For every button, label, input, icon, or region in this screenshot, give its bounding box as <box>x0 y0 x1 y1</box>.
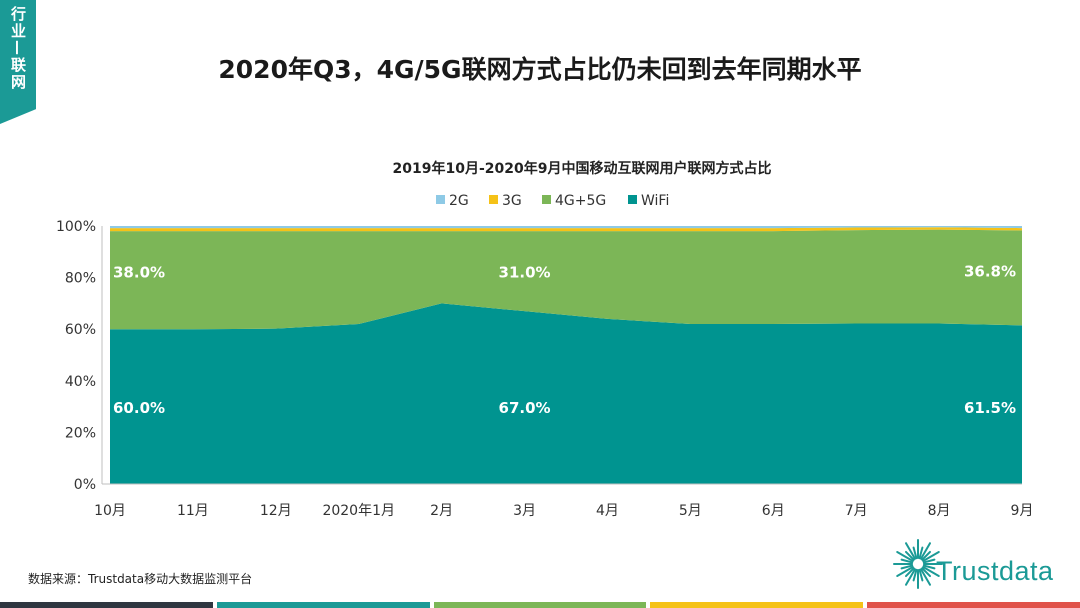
data-label: 36.8% <box>964 263 1016 281</box>
sunburst-icon <box>893 539 943 589</box>
chart-legend: 2G 3G 4G+5G WiFi <box>436 193 669 209</box>
x-tick-label: 2020年1月 <box>322 503 395 519</box>
logo-text: Trustdata <box>936 556 1054 586</box>
footer-bar <box>433 602 647 608</box>
page-title: 2020年Q3，4G/5G联网方式占比仍未回到去年同期水平 <box>218 55 862 84</box>
data-label: 60.0% <box>113 399 165 417</box>
y-tick-label: 0% <box>74 477 96 493</box>
sunburst-ray <box>921 550 932 561</box>
sunburst-ray <box>900 564 914 570</box>
sunburst-ray <box>900 558 914 564</box>
y-tick-label: 100% <box>56 219 96 235</box>
data-label: 38.0% <box>113 263 165 281</box>
sunburst-ray <box>904 550 915 561</box>
sunburst-ray <box>920 568 931 586</box>
sunburst-ray <box>912 546 918 560</box>
area-wifi <box>110 303 1022 484</box>
x-tick-label: 12月 <box>260 503 292 519</box>
data-label: 31.0% <box>499 263 551 281</box>
area-3g <box>110 227 1022 232</box>
x-axis: 10月 11月 12月 2020年1月 2月 3月 4月 5月 6月 7月 8月 9月 <box>94 483 1034 519</box>
plot-area <box>110 226 1022 484</box>
sunburst-ray <box>918 568 924 582</box>
data-label: 61.5% <box>964 399 1016 417</box>
x-tick-label: 8月 <box>928 503 951 519</box>
legend-label: 3G <box>502 193 522 209</box>
trustdata-logo: Trustdata <box>888 536 1068 594</box>
footer-color-bars <box>0 602 1080 608</box>
section-tag: 行业—联网 <box>0 0 36 124</box>
legend-swatch <box>542 195 551 204</box>
x-tick-label: 11月 <box>177 503 209 519</box>
sunburst-ray <box>896 566 914 577</box>
legend-swatch <box>628 195 637 204</box>
legend-label: 2G <box>449 193 469 209</box>
data-source-note: 数据来源：Trustdata移动大数据监测平台 <box>28 572 253 586</box>
y-tick-label: 40% <box>65 374 96 390</box>
sunburst-ray <box>922 551 940 562</box>
x-tick-label: 4月 <box>596 503 619 519</box>
area-2g <box>110 226 1022 229</box>
data-label: 67.0% <box>499 399 551 417</box>
sunburst-ray <box>922 566 940 577</box>
footer-bar <box>216 602 430 608</box>
sunburst-ray <box>905 568 916 586</box>
sunburst-ray <box>920 542 931 560</box>
sunburst-ray <box>904 567 915 578</box>
y-tick-label: 20% <box>65 425 96 441</box>
y-tick-label: 80% <box>65 271 96 287</box>
area-chart: 2019年10月-2020年9月中国移动互联网用户联网方式占比 2G 3G 4G+5… <box>56 160 1034 519</box>
sunburst-ray <box>921 567 932 578</box>
x-tick-label: 9月 <box>1011 503 1034 519</box>
sunburst-ray <box>905 542 916 560</box>
legend-swatch <box>489 195 498 204</box>
chart-title: 2019年10月-2020年9月中国移动互联网用户联网方式占比 <box>393 160 772 177</box>
x-tick-label: 7月 <box>845 503 868 519</box>
sunburst-ray <box>922 564 936 570</box>
x-tick-label: 6月 <box>762 503 785 519</box>
sunburst-ray <box>896 551 914 562</box>
y-tick-label: 60% <box>65 322 96 338</box>
legend-swatch <box>436 195 445 204</box>
y-axis: 0% 20% 40% 60% 80% 100% <box>56 219 103 493</box>
legend-label: 4G+5G <box>555 193 606 209</box>
x-tick-label: 3月 <box>513 503 536 519</box>
footer-bar <box>0 602 213 608</box>
x-tick-label: 5月 <box>679 503 702 519</box>
sunburst-ray <box>912 568 918 582</box>
x-tick-label: 10月 <box>94 503 126 519</box>
footer-bar <box>650 602 864 608</box>
footer-bar <box>867 602 1080 608</box>
data-labels: 38.0% 31.0% 36.8% 60.0% 67.0% 61.5% <box>113 263 1016 417</box>
section-tag-label: 行业—联网 <box>9 6 27 91</box>
sunburst-ray <box>918 546 924 560</box>
legend-label: WiFi <box>641 193 669 209</box>
sunburst-ray <box>922 558 936 564</box>
x-tick-label: 2月 <box>430 503 453 519</box>
area-4g-5g <box>110 229 1022 330</box>
